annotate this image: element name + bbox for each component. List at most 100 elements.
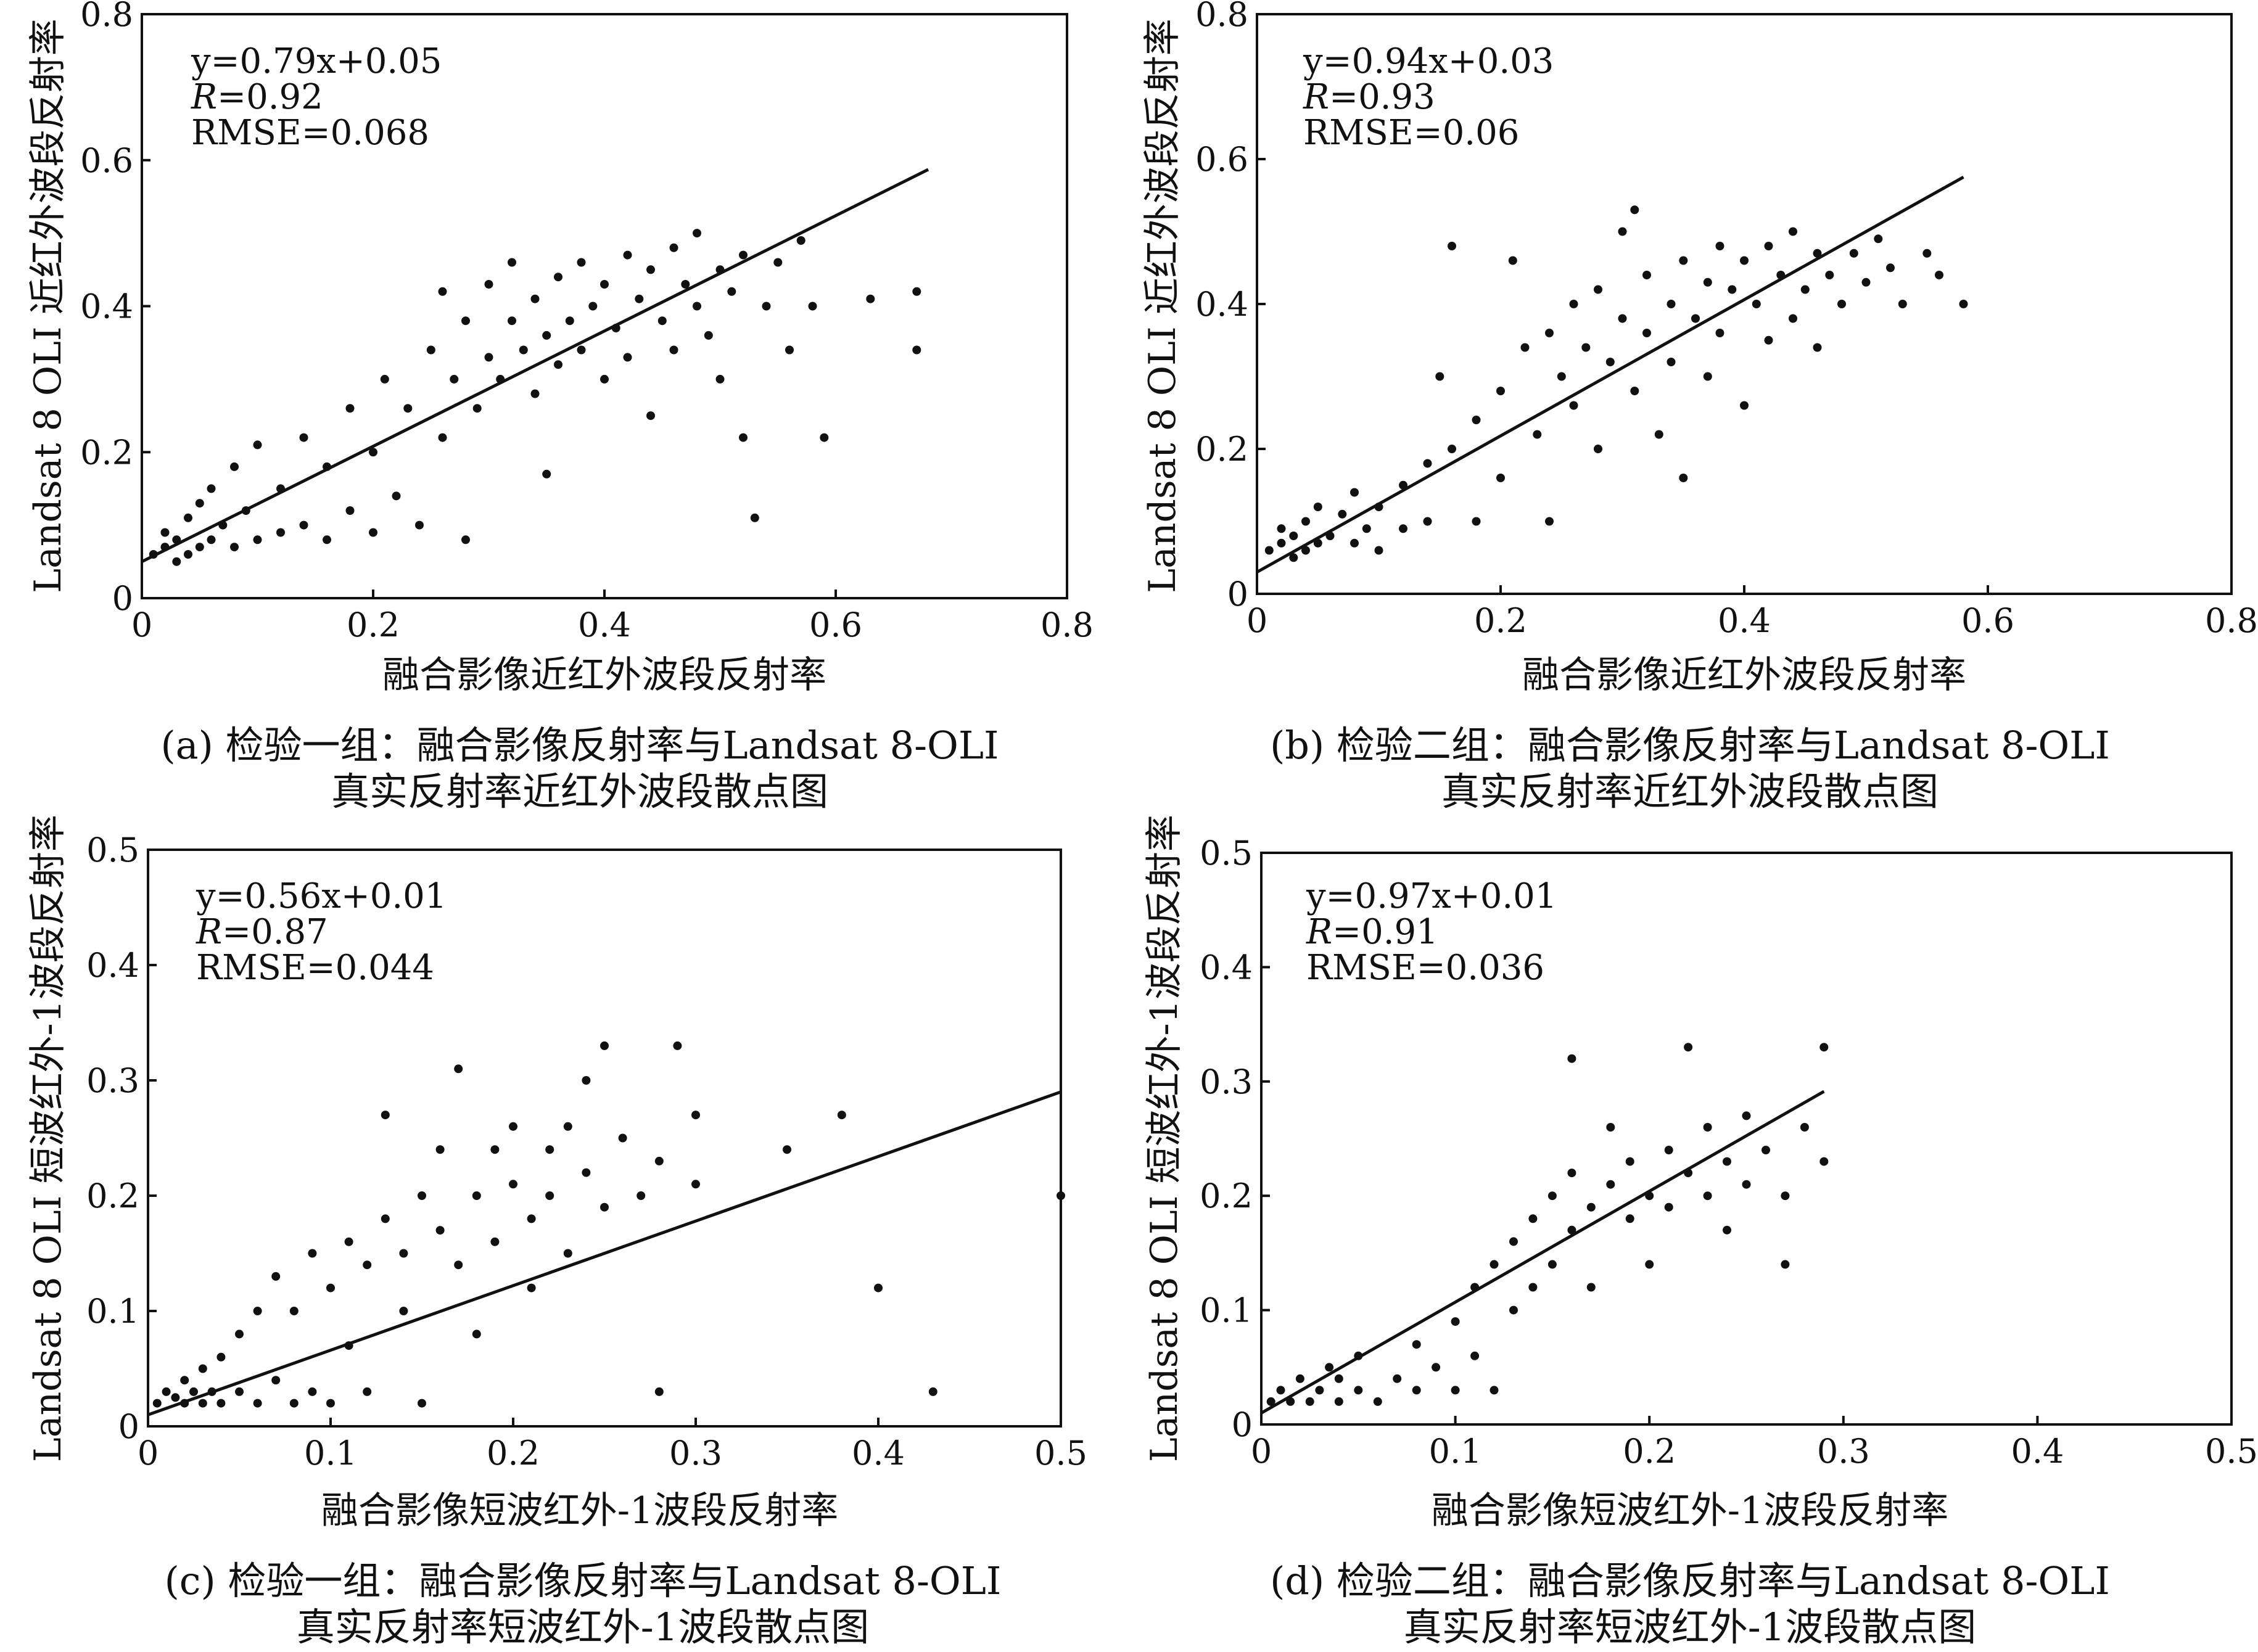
panel-a-data-point [508,316,516,326]
panel-a-data-point [739,250,748,260]
panel-a-data-point [461,535,470,545]
panel-b-data-point [1703,372,1712,381]
panel-c-y-tick-label: 0.5 [86,831,139,869]
panel-b-data-point [1813,343,1822,352]
panel-b-regression-line [1256,175,1964,573]
panel-a-data-point [184,513,192,522]
panel-a-r-number: =0.92 [217,77,323,117]
panel-c-x-tick-label: 0.3 [669,1434,722,1473]
panel-b-data-point [1338,509,1347,519]
panel-c-data-point [928,1387,937,1396]
panel-c-data-point [654,1387,664,1396]
panel-d-data-point [1781,1260,1790,1269]
panel-c-data-point [563,1249,572,1258]
panel-c-x-tick-label: 0.5 [1034,1434,1087,1473]
panel-c-data-point [527,1214,536,1223]
panel-d-regression-line [1260,1090,1825,1415]
panel-d-data-point [1586,1283,1596,1292]
panel-a-data-point [426,345,435,355]
panel-b-data-point [1545,329,1554,337]
panel-a-data-point [484,280,493,289]
panel-c-x-tick-label: 0 [138,1434,159,1473]
panel-c-caption-line2: 真实反射率短波红外-1波段散点图 [297,1605,869,1650]
panel-a-y-tick-label: 0.8 [80,0,133,34]
panel-d-data-point [1325,1363,1334,1372]
panel-a-data-point [530,294,540,303]
panel-a-x-tick-label: 0 [131,606,152,644]
panel-a-r-symbol: R [191,77,217,117]
panel-c-data-point [837,1111,846,1120]
panel-c-data-point [399,1249,408,1258]
panel-d-x-axis-label: 融合影像短波红外-1波段反射率 [1432,1489,1948,1532]
panel-c-x-tick-label: 0.4 [852,1434,905,1473]
panel-d-x-tick-label: 0.4 [2011,1432,2064,1471]
panel-c-data-point [618,1133,627,1143]
panel-d-data-point [1625,1214,1634,1223]
panel-b-data-point [1594,285,1602,294]
panel-a-data-point [519,345,528,355]
panel-c-ticks: 0 0.1 0.2 0.3 0.4 0.5 0 0.1 0.2 0.3 0.4 0.5 [86,831,1087,1473]
panel-b-data-point [1508,256,1517,265]
panel-c-equation: y=0.56x+0.01 [196,876,447,916]
panel-b-data-point [1313,503,1322,511]
panel-b-data-point [1715,242,1724,250]
panel-a-data-point [160,528,170,537]
panel-c-data-point [600,1041,609,1050]
panel-c-data-point [363,1260,372,1270]
panel-d-data-point [1528,1283,1538,1292]
panel-a-data-point [785,345,794,355]
panel-a-data-point [704,331,713,340]
panel-a-data-point [693,229,701,238]
panel-a-data-point [912,287,921,296]
panel-d-data-point [1528,1214,1538,1223]
panel-d-data-point [1451,1317,1460,1326]
panel-a-data-point [230,543,239,552]
panel-c-data-point [600,1202,609,1212]
panel-c-data-point [253,1307,262,1315]
panel-b-data-point [1800,285,1810,294]
panel-a-data-point [299,433,308,442]
panel-b-data-point [1764,242,1773,250]
panel-d-data-point [1393,1374,1402,1383]
panel-a-data-point [253,535,262,545]
panel-b-x-tick-label: 0.8 [2205,601,2258,640]
panel-b-data-point [1861,277,1871,287]
panel-d-data-point [1606,1123,1615,1132]
panel-c-data-point [509,1122,517,1131]
panel-b-rmse: RMSE=0.06 [1303,113,1519,153]
panel-a-data-point [693,302,701,311]
panel-d-data-point [1723,1157,1731,1166]
panel-d-data-point [1586,1202,1596,1212]
panel-b-data-point [1435,372,1444,381]
panel-c-data-point [235,1387,244,1396]
panel-b-data-point [1399,480,1407,490]
panel-a-data-point [172,557,181,566]
panel-c-data-point [216,1352,226,1362]
panel-c-y-axis-label: Landsat 8 OLI 短波红外-1波段反射率 [27,815,70,1462]
panel-b-r-number: =0.93 [1329,77,1435,117]
panel-c-data-point [490,1145,500,1154]
panel-c-data-point [545,1191,554,1200]
panel-c-data-point [189,1387,198,1396]
panel-b-data-point [1667,358,1676,366]
panel-a-y-axis-label: Landsat 8 OLI 近红外波段反射率 [27,18,70,593]
panel-a-data-point [253,440,262,450]
panel-c-data-point [198,1399,207,1408]
panel-b-data-point [1898,300,1907,308]
panel-d-x-tick-label: 0 [1251,1432,1272,1471]
panel-a-data-point [369,528,377,537]
panel-a-data-point [727,287,736,296]
panel-b-caption-line1: (b) 检验二组：融合影像反射率与Landsat 8-OLI [1270,723,2110,768]
panel-c-data-point [162,1387,171,1396]
panel-a-data-point [600,374,609,384]
panel-a-data-point [623,250,632,260]
panel-d-caption-line1: (d) 检验二组：融合影像反射率与Landsat 8-OLI [1270,1558,2110,1603]
panel-c-data-point [783,1145,791,1154]
panel-c-r-number: =0.87 [222,912,328,952]
panel-d-data-point [1819,1043,1829,1052]
panel-a-data-point [230,462,239,471]
panel-c-y-tick-label: 0.4 [86,946,139,985]
panel-b-r-value: R=0.93 [1303,77,1435,117]
panel-d-data-point [1432,1363,1441,1372]
panel-a-y-tick-label: 0.6 [80,141,133,180]
